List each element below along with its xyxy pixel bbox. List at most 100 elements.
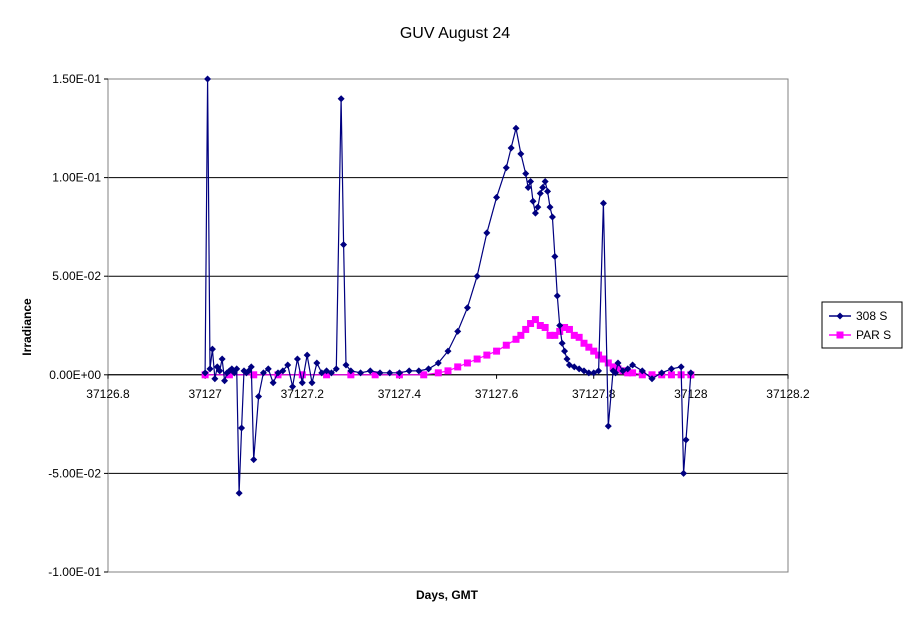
data-point-par-s — [546, 331, 554, 339]
data-point-308-s — [332, 365, 340, 373]
data-point-308-s — [658, 369, 666, 377]
data-point-par-s — [502, 341, 510, 349]
data-point-308-s — [536, 189, 544, 197]
data-point-308-s — [264, 365, 272, 373]
data-point-308-s — [218, 355, 226, 363]
data-point-308-s — [614, 359, 622, 367]
data-point-308-s — [677, 363, 685, 371]
data-point-308-s — [434, 359, 442, 367]
data-point-308-s — [507, 144, 515, 152]
data-point-308-s — [629, 361, 637, 369]
data-point-308-s — [524, 183, 532, 191]
data-point-308-s — [208, 345, 216, 353]
legend-marker-par-s — [836, 331, 844, 339]
data-point-308-s — [238, 424, 246, 432]
data-point-308-s — [529, 197, 537, 205]
data-point-308-s — [680, 469, 688, 477]
data-point-308-s — [233, 365, 241, 373]
data-point-par-s — [444, 367, 452, 375]
data-point-par-s — [434, 369, 442, 377]
y-axis: 1.50E-01 1.00E-01 5.00E-02 0.00E+00 -5.00E-0… — [48, 72, 108, 579]
data-point-308-s — [269, 379, 277, 387]
x-tick-label: 37128 — [674, 387, 708, 401]
data-point-308-s — [425, 365, 433, 373]
data-point-308-s — [366, 367, 374, 375]
data-point-308-s — [553, 292, 561, 300]
data-point-par-s — [250, 371, 258, 379]
data-point-308-s — [595, 367, 603, 375]
data-point-308-s — [298, 379, 306, 387]
x-tick-label: 37128.2 — [766, 387, 810, 401]
data-point-308-s — [337, 95, 345, 103]
data-point-308-s — [522, 170, 530, 178]
data-point-308-s — [483, 229, 491, 237]
data-point-308-s — [303, 351, 311, 359]
data-point-308-s — [473, 272, 481, 280]
data-point-par-s — [493, 347, 501, 355]
data-point-par-s — [541, 323, 549, 331]
data-point-308-s — [376, 369, 384, 377]
legend-label-308-s: 308 S — [856, 309, 887, 323]
data-point-par-s — [629, 369, 637, 377]
data-point-par-s — [580, 339, 588, 347]
data-point-308-s — [327, 369, 335, 377]
data-point-par-s — [609, 363, 617, 371]
x-axis-title: Days, GMT — [416, 588, 479, 602]
data-point-308-s — [347, 367, 355, 375]
data-point-308-s — [612, 369, 620, 377]
data-point-308-s — [463, 304, 471, 312]
data-point-par-s — [323, 371, 331, 379]
data-point-308-s — [405, 367, 413, 375]
x-tick-label: 37127.8 — [572, 387, 616, 401]
data-point-308-s — [534, 203, 542, 211]
data-point-par-s — [225, 371, 233, 379]
data-point-par-s — [473, 355, 481, 363]
data-point-par-s — [536, 322, 544, 329]
data-point-par-s — [298, 371, 306, 379]
data-point-308-s — [558, 339, 566, 347]
data-point-308-s — [279, 367, 287, 375]
data-point-par-s — [624, 369, 632, 377]
data-point-par-s — [590, 347, 598, 355]
data-point-308-s — [548, 213, 556, 221]
data-point-308-s — [599, 199, 607, 207]
x-tick-label: 37127.6 — [475, 387, 519, 401]
data-point-308-s — [259, 369, 267, 377]
y-tick-label: -1.00E-01 — [48, 565, 101, 579]
data-point-308-s — [289, 383, 297, 391]
data-point-par-s — [556, 327, 564, 335]
data-point-308-s — [541, 178, 549, 186]
data-point-par-s — [527, 320, 535, 328]
x-axis: 37126.8 37127 37127.2 37127.4 37127.6 37127.8… — [86, 374, 810, 401]
data-point-308-s — [551, 252, 559, 260]
y-axis-title: Irradiance — [20, 298, 34, 356]
data-point-308-s — [687, 369, 695, 377]
data-point-par-s — [585, 343, 593, 351]
data-point-308-s — [531, 209, 539, 217]
data-point-308-s — [247, 363, 255, 371]
data-point-308-s — [255, 392, 263, 400]
data-point-308-s — [201, 369, 209, 377]
data-point-par-s — [463, 359, 471, 367]
data-point-308-s — [638, 367, 646, 375]
data-point-308-s — [284, 361, 292, 369]
data-point-308-s — [561, 347, 569, 355]
data-point-308-s — [235, 489, 243, 497]
data-point-308-s — [544, 187, 552, 195]
data-point-par-s — [570, 331, 578, 339]
data-point-308-s — [604, 422, 612, 430]
data-point-par-s — [512, 335, 520, 343]
data-point-308-s — [648, 375, 656, 383]
data-point-308-s — [517, 150, 525, 158]
legend-box — [821, 301, 903, 349]
data-point-308-s — [585, 369, 593, 377]
data-point-par-s — [347, 371, 355, 379]
y-tick-label: 0.00E+00 — [49, 368, 101, 382]
data-point-308-s — [454, 327, 462, 335]
x-tick-label: 37127 — [188, 387, 222, 401]
data-point-308-s — [395, 369, 403, 377]
plot-area-frame — [107, 78, 789, 573]
data-point-par-s — [371, 371, 379, 379]
data-point-308-s — [682, 436, 690, 444]
data-point-308-s — [357, 369, 365, 377]
